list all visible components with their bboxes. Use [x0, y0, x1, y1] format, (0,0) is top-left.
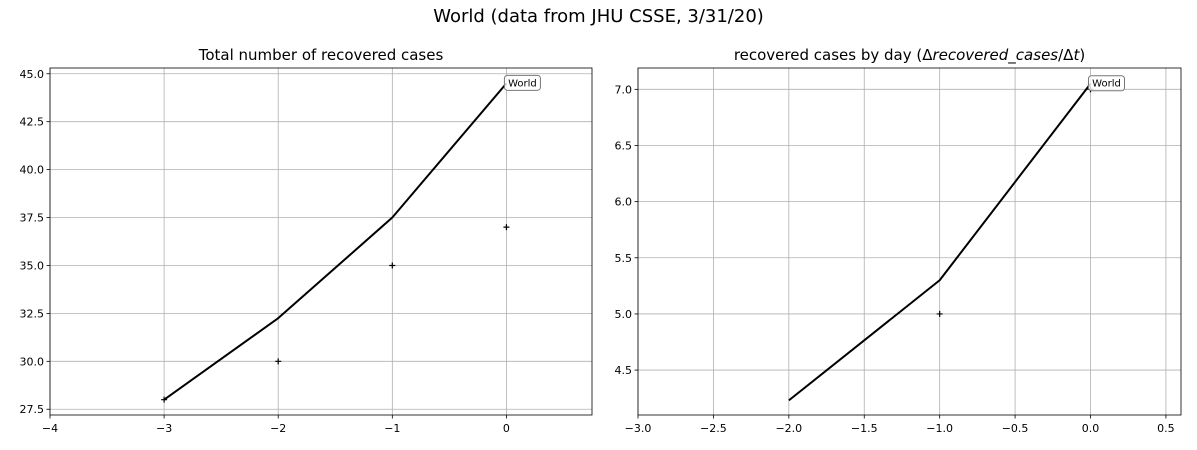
- chart-title-part: /Δ: [1058, 46, 1074, 64]
- chart-title-part: t: [1073, 46, 1080, 64]
- chart-title-part: recovered cases by day (Δ: [734, 46, 933, 64]
- x-tick-label: −3.0: [625, 422, 652, 435]
- x-tick-label: 0: [503, 422, 510, 435]
- chart-title-part: recovered_cases: [932, 46, 1058, 65]
- x-tick-label: 0.5: [1157, 422, 1175, 435]
- x-tick-label: −2.0: [775, 422, 802, 435]
- plot-frame: [49, 67, 593, 416]
- data-point-marker: [161, 396, 168, 403]
- data-point-marker: [389, 262, 396, 269]
- y-tick-label: 42.5: [20, 116, 45, 129]
- annotation-box: [1088, 75, 1125, 92]
- y-tick-label: 5.0: [615, 308, 633, 321]
- y-tick-label: 4.5: [615, 364, 633, 377]
- x-tick-label: −0.5: [1002, 422, 1029, 435]
- chart-title-part: ): [1079, 46, 1085, 64]
- chart-title: Total number of recovered cases: [198, 46, 444, 64]
- x-tick-label: 0.0: [1082, 422, 1100, 435]
- y-tick-label: 7.0: [615, 83, 633, 96]
- data-point-marker: [275, 358, 282, 365]
- x-tick-label: −2: [270, 422, 286, 435]
- annotation-label: World: [508, 78, 537, 89]
- y-tick-label: 6.0: [615, 196, 633, 209]
- y-tick-label: 40.0: [20, 164, 45, 177]
- y-tick-label: 32.5: [20, 307, 45, 320]
- series-line: [788, 83, 1092, 402]
- y-tick-label: 37.5: [20, 212, 45, 225]
- x-tick-label: −4: [42, 422, 58, 435]
- chart-title: recovered cases by day (Δrecovered_cases…: [734, 46, 1085, 65]
- y-tick-label: 5.5: [615, 252, 633, 265]
- y-tick-label: 45.0: [20, 68, 45, 81]
- y-tick-label: 27.5: [20, 403, 45, 416]
- data-point-marker: [936, 310, 943, 317]
- annotation-label: World: [1092, 79, 1121, 90]
- data-point-marker: [503, 224, 510, 231]
- y-tick-label: 6.5: [615, 139, 633, 152]
- y-tick-label: 35.0: [20, 259, 45, 272]
- plot-frame: [637, 67, 1182, 416]
- chart-1: −4 −3 −2 −1 0 27.5 30.0 32.5 35.0 37.5 40.0 42.5 45.…: [20, 46, 593, 435]
- x-tick-label: −1.5: [851, 422, 878, 435]
- y-tick-label: 30.0: [20, 355, 45, 368]
- x-tick-label: −1: [384, 422, 400, 435]
- chart-2: −3.0 −2.5 −2.0 −1.5 −1.0 −0.5 0.0 0.5 4.5 5.0 5.5 6…: [615, 46, 1182, 435]
- series-line: [163, 82, 508, 401]
- x-tick-label: −3: [156, 422, 172, 435]
- annotation-box: [503, 74, 541, 91]
- x-tick-label: −2.5: [700, 422, 727, 435]
- x-tick-label: −1.0: [926, 422, 953, 435]
- figure-title: World (data from JHU CSSE, 3/31/20): [433, 6, 764, 27]
